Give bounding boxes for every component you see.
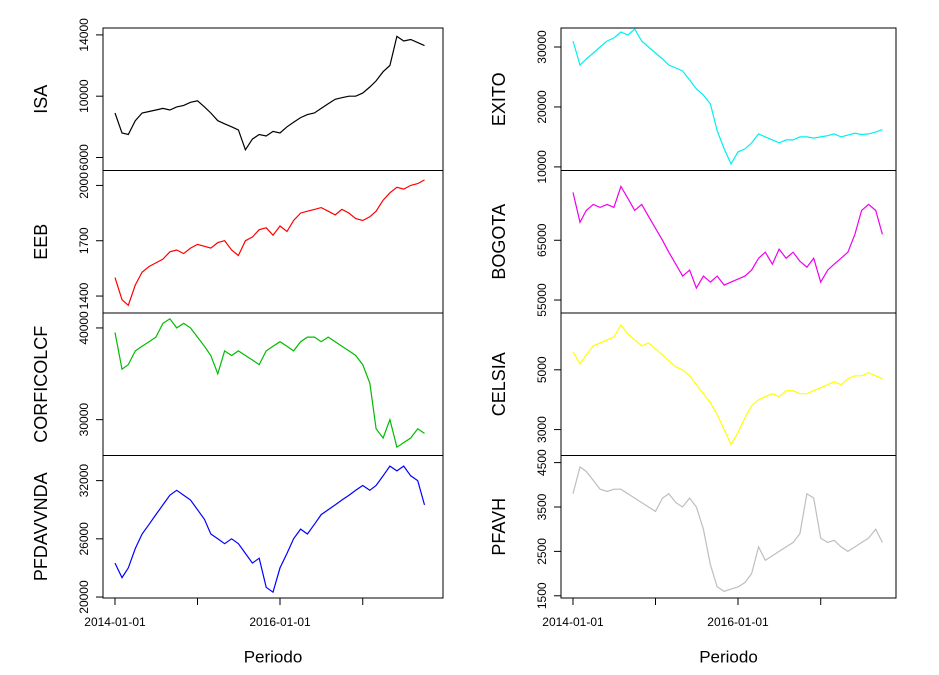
y-tick-label: 1500 <box>535 582 549 609</box>
y-tick-label: 5000 <box>535 356 549 383</box>
panel-frame <box>102 312 444 456</box>
series-line <box>572 466 883 592</box>
panel-frame <box>560 312 897 456</box>
x-tick-label: 2016-01-01 <box>707 615 769 629</box>
series-line <box>114 179 425 307</box>
y-axis-title: CELSIA <box>489 352 509 416</box>
series-line <box>114 35 425 152</box>
y-tick-label: 1400 <box>77 282 91 309</box>
x-tick-label: 2014-01-01 <box>84 615 146 629</box>
y-tick-label: 2000 <box>77 172 91 199</box>
y-tick-label: 55000 <box>535 283 549 317</box>
y-axis-title: EEB <box>31 224 51 260</box>
y-tick-label: 26000 <box>77 522 91 556</box>
y-axis-title: PFAVH <box>489 498 509 556</box>
y-tick-label: 4500 <box>535 449 549 476</box>
y-tick-label: 30000 <box>77 403 91 437</box>
y-axis-title: PFDAVVNDA <box>31 472 51 581</box>
series-line <box>572 185 883 290</box>
y-axis-title: EXITO <box>489 72 509 126</box>
y-axis-title: BOGOTA <box>489 204 509 280</box>
panel-frame <box>560 27 897 171</box>
y-tick-label: 1700 <box>77 227 91 254</box>
x-axis-title: Periodo <box>244 647 303 666</box>
series-line <box>572 28 883 166</box>
series-line <box>572 323 883 446</box>
y-tick-label: 3500 <box>535 493 549 520</box>
x-axis-title: Periodo <box>699 647 758 666</box>
y-tick-label: 10000 <box>77 79 91 113</box>
y-tick-label: 32000 <box>77 464 91 498</box>
y-axis-title: CORFICOLCF <box>31 326 51 443</box>
y-tick-label: 10000 <box>535 150 549 184</box>
x-tick-label: 2014-01-01 <box>542 615 604 629</box>
y-tick-label: 20000 <box>77 580 91 614</box>
y-tick-label: 2500 <box>535 538 549 565</box>
y-tick-label: 3000 <box>535 416 549 443</box>
x-tick-label: 2016-01-01 <box>249 615 311 629</box>
panel-frame <box>560 455 897 599</box>
y-tick-label: 14000 <box>77 18 91 52</box>
panel-frame <box>560 170 897 314</box>
y-tick-label: 40000 <box>77 311 91 345</box>
panel-frame <box>102 27 444 171</box>
y-tick-label: 20000 <box>535 90 549 124</box>
y-tick-label: 6000 <box>77 144 91 171</box>
series-line <box>114 317 425 449</box>
y-tick-label: 65000 <box>535 223 549 257</box>
y-axis-title: ISA <box>31 85 51 114</box>
panel-frame <box>102 455 444 599</box>
series-line <box>114 465 426 594</box>
y-tick-label: 30000 <box>535 30 549 64</box>
